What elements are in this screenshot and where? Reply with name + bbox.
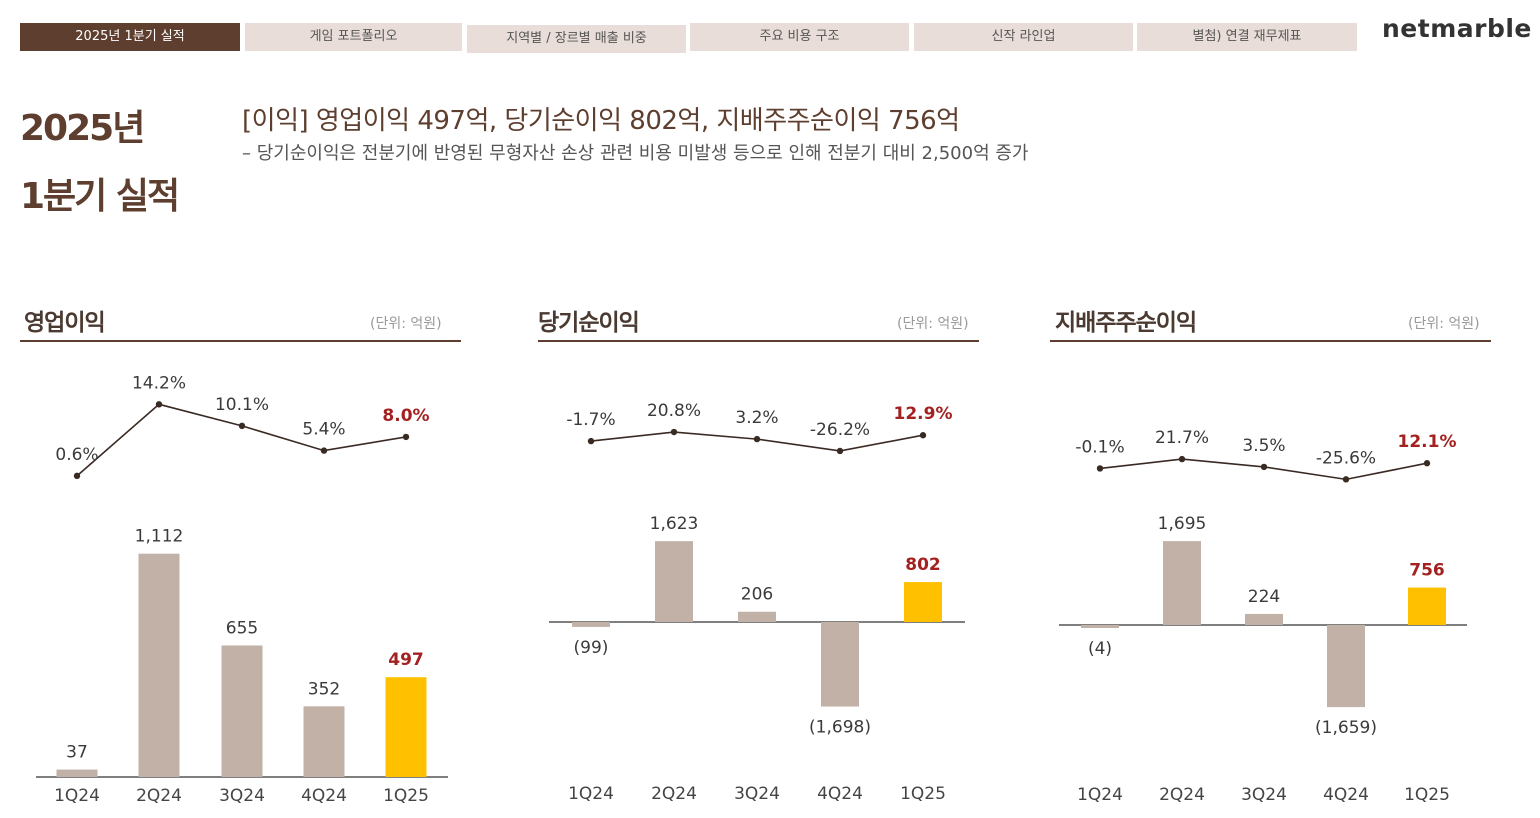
category-label: 1Q24	[54, 786, 100, 806]
bar-value-label: 655	[226, 618, 258, 638]
category-label: 3Q24	[219, 786, 265, 806]
bar	[738, 611, 776, 622]
unit-label-operating-profit: (단위: 억원)	[370, 316, 442, 332]
margin-label: -25.6%	[1316, 448, 1376, 468]
bar-value-label: 206	[741, 585, 773, 605]
bar-value-label: 1,623	[650, 514, 699, 534]
bar-value-label: (1,659)	[1315, 718, 1377, 738]
bar	[138, 553, 180, 777]
margin-point	[753, 435, 761, 443]
category-label: 2Q24	[136, 786, 182, 806]
bar-value-label: 37	[66, 743, 88, 763]
bar	[1327, 625, 1365, 708]
category-label: 4Q24	[1323, 785, 1369, 805]
margin-label: 12.9%	[894, 404, 953, 424]
section-title-line1: 2025년	[20, 108, 145, 149]
margin-point	[670, 428, 678, 436]
category-label: 2Q24	[651, 784, 697, 804]
margin-point	[836, 447, 844, 455]
bar-value-label: 802	[905, 555, 941, 575]
unit-label-net-income: (단위: 억원)	[897, 316, 969, 332]
margin-label: -0.1%	[1075, 437, 1124, 457]
margin-label: -1.7%	[566, 410, 615, 430]
bar	[1081, 625, 1119, 628]
bar-value-label: (1,698)	[809, 718, 871, 738]
margin-label: 12.1%	[1398, 432, 1457, 452]
headline: [이익] 영업이익 497억, 당기순이익 802억, 지배주주순이익 756억	[242, 106, 960, 136]
margin-label: 20.8%	[647, 401, 701, 421]
margin-label: 10.1%	[215, 395, 269, 415]
panel-title-operating-profit: 영업이익	[24, 310, 106, 336]
category-label: 4Q24	[817, 784, 863, 804]
bar	[385, 677, 427, 777]
category-label: 1Q24	[568, 784, 614, 804]
bar	[221, 645, 263, 777]
tab-q1-results[interactable]: 2025년 1분기 실적	[20, 23, 240, 51]
margin-point	[1423, 460, 1431, 467]
category-label: 3Q24	[1241, 785, 1287, 805]
margin-label: 14.2%	[132, 373, 186, 393]
category-label: 1Q25	[1404, 785, 1450, 805]
bar	[821, 622, 859, 707]
category-label: 3Q24	[734, 784, 780, 804]
category-label: 2Q24	[1159, 785, 1205, 805]
margin-label: 3.2%	[735, 408, 778, 428]
bar	[655, 541, 693, 622]
section-title-line2: 1분기 실적	[20, 176, 180, 217]
subline: – 당기순이익은 전분기에 반영된 무형자산 손상 관련 비용 미발생 등으로 …	[242, 143, 1029, 164]
bar	[904, 582, 942, 622]
margin-point	[1178, 455, 1186, 463]
bar	[303, 706, 345, 777]
tab-new-lineup[interactable]: 신작 라인업	[914, 23, 1133, 51]
bar-value-label: (4)	[1088, 639, 1112, 659]
bar-value-label: 756	[1409, 561, 1445, 581]
margin-point	[155, 401, 163, 408]
bar-value-label: 224	[1248, 587, 1280, 607]
bar	[1408, 587, 1446, 625]
bar-value-label: 1,112	[135, 527, 184, 547]
category-label: 4Q24	[301, 786, 347, 806]
bar-value-label: (99)	[574, 638, 609, 658]
section-title: 2025년 1분기 실적	[20, 95, 230, 231]
panel-divider	[538, 340, 979, 342]
margin-label: 3.5%	[1242, 436, 1285, 456]
margin-point	[320, 447, 328, 454]
margin-point	[1342, 476, 1350, 483]
unit-label-controlling-net-income: (단위: 억원)	[1408, 316, 1480, 332]
category-label: 1Q24	[1077, 785, 1123, 805]
margin-point	[919, 432, 927, 439]
margin-label: 21.7%	[1155, 428, 1209, 448]
top-tab-bar: 2025년 1분기 실적 게임 포트폴리오 지역별 / 장르별 매출 비중 주요…	[20, 23, 1360, 53]
margin-label: 5.4%	[302, 420, 345, 440]
panel-divider	[20, 340, 461, 342]
bar	[1163, 541, 1201, 625]
bar	[1245, 613, 1283, 625]
margin-point	[73, 472, 81, 480]
margin-label: -26.2%	[810, 420, 870, 440]
margin-point	[238, 422, 246, 430]
bar-value-label: 1,695	[1158, 514, 1207, 534]
tab-cost-structure[interactable]: 주요 비용 구조	[690, 23, 909, 51]
category-label: 1Q25	[900, 784, 946, 804]
category-label: 1Q25	[383, 786, 429, 806]
margin-point	[1260, 463, 1268, 471]
margin-label: 8.0%	[382, 406, 429, 426]
bar-value-label: 352	[308, 679, 340, 699]
bar	[56, 769, 98, 777]
margin-point	[587, 437, 595, 445]
tab-game-portfolio[interactable]: 게임 포트폴리오	[245, 23, 462, 51]
margin-point	[402, 433, 410, 441]
panel-divider	[1050, 340, 1491, 342]
panel-title-controlling-net-income: 지배주주순이익	[1055, 310, 1197, 336]
bar-value-label: 497	[388, 650, 424, 670]
tab-revenue-share[interactable]: 지역별 / 장르별 매출 비중	[467, 25, 686, 53]
brand-logo: netmarble	[1382, 14, 1532, 43]
margin-point	[1096, 465, 1104, 472]
panel-title-net-income: 당기순이익	[538, 310, 640, 336]
bar	[572, 622, 610, 627]
margin-label: 0.6%	[55, 445, 98, 465]
tab-financial-statements[interactable]: 별첨) 연결 재무제표	[1137, 23, 1357, 51]
margin-line	[76, 403, 407, 477]
